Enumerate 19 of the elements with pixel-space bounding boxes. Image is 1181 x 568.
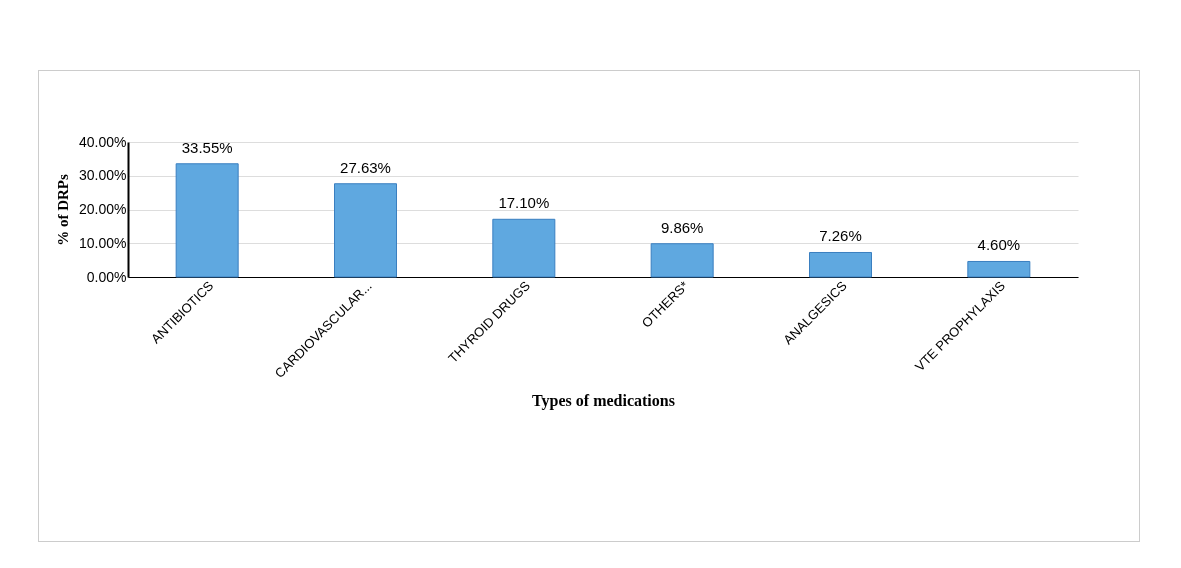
- data-label: 9.86%: [660, 218, 704, 236]
- data-label: 17.10%: [498, 194, 550, 212]
- y-tick-label: 0.00%: [86, 268, 127, 285]
- bar: [334, 183, 397, 278]
- y-tick-label: 10.00%: [79, 234, 127, 251]
- data-label: 33.55%: [181, 138, 233, 156]
- y-tick-label: 40.00%: [79, 133, 127, 150]
- y-tick-label: 20.00%: [79, 201, 127, 217]
- bar: [809, 252, 872, 278]
- data-label: 4.60%: [977, 236, 1021, 254]
- x-axis-title: Types of medications: [532, 391, 675, 410]
- bar: [492, 218, 556, 278]
- y-axis-title: % of DRPs: [55, 174, 72, 246]
- y-tick-label: 30.00%: [79, 167, 127, 184]
- data-label: 7.26%: [819, 227, 862, 245]
- bar: [175, 163, 239, 278]
- bar: [967, 260, 1031, 278]
- data-label: 27.63%: [340, 158, 391, 176]
- bar: [650, 243, 714, 278]
